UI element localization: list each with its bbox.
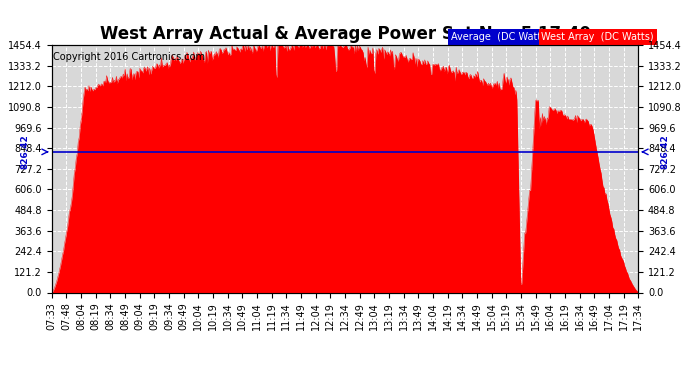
Text: West Array  (DC Watts): West Array (DC Watts) xyxy=(542,32,654,42)
Text: Average  (DC Watts): Average (DC Watts) xyxy=(451,32,550,42)
Title: West Array Actual & Average Power Sat Nov 5 17:40: West Array Actual & Average Power Sat No… xyxy=(99,26,591,44)
Text: Copyright 2016 Cartronics.com: Copyright 2016 Cartronics.com xyxy=(53,53,205,62)
Text: 826.42: 826.42 xyxy=(660,135,669,169)
Text: 826.42: 826.42 xyxy=(21,135,30,169)
